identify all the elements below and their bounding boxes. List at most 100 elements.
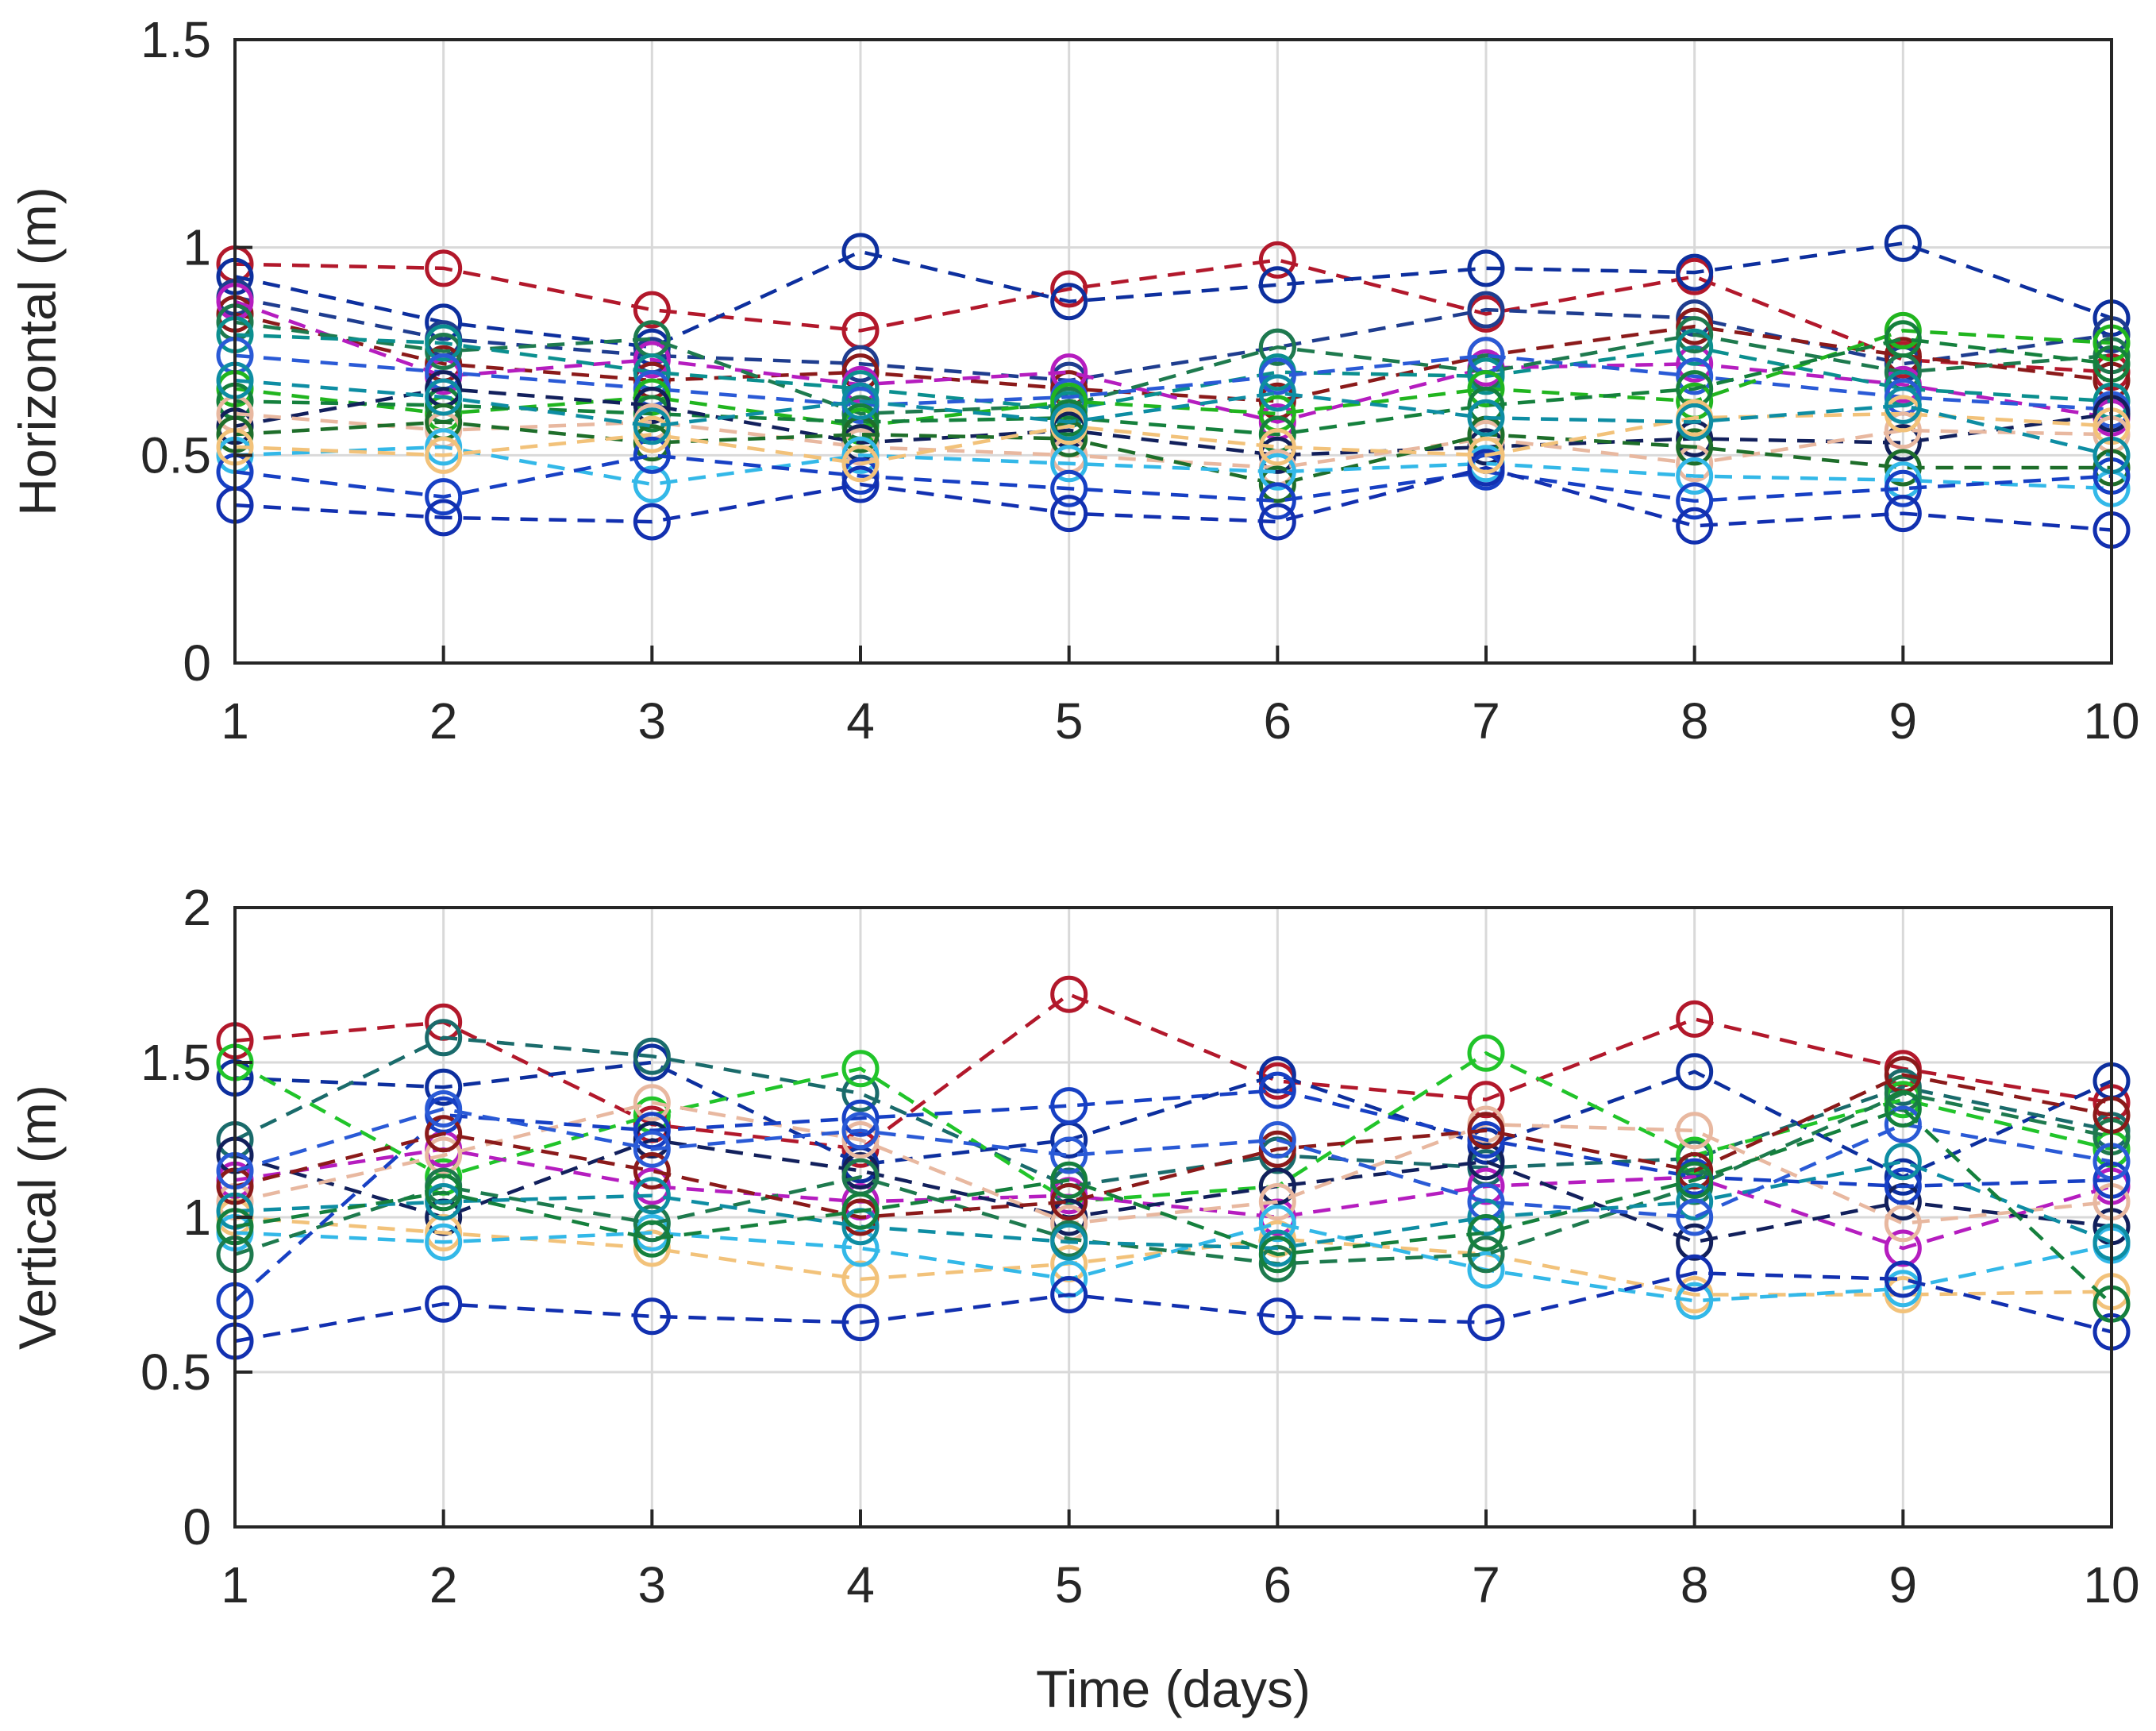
data-point-marker	[841, 465, 880, 503]
data-point-marker	[1050, 403, 1088, 441]
data-point-marker	[1467, 1183, 1505, 1220]
data-point-marker	[1676, 357, 1714, 395]
data-point-marker	[1884, 449, 1922, 487]
data-point-marker	[1467, 1304, 1505, 1342]
tick-labels: 1 2 3 4 5 6 7 8 9 10 0 0.5 1 1.5 2	[141, 879, 2140, 1613]
data-point-marker	[633, 1167, 671, 1205]
data-point-marker	[1050, 1136, 1088, 1174]
data-point-marker	[1676, 1254, 1714, 1292]
series-line-s5	[234, 1147, 2112, 1251]
x-tick-label: 7	[1472, 1556, 1500, 1613]
data-point-marker	[1258, 1205, 1296, 1243]
data-point-marker	[1676, 1183, 1714, 1220]
x-tick-label: 4	[846, 692, 875, 750]
data-point-marker	[1467, 357, 1505, 395]
series-line-s12	[234, 1270, 2112, 1344]
data-point-marker	[1676, 1282, 1714, 1320]
data-point-marker	[841, 1229, 880, 1267]
data-point-marker	[1676, 1053, 1714, 1091]
data-point-marker	[633, 407, 671, 445]
data-point-marker	[1676, 1223, 1714, 1261]
y-tick-label: 0	[183, 1498, 211, 1556]
y-tick-label: 0.5	[141, 426, 211, 484]
y-tick-label: 0.5	[141, 1344, 211, 1401]
data-point-marker	[1467, 1081, 1505, 1119]
series-line-s9	[234, 1221, 2112, 1303]
data-point-marker	[425, 1223, 463, 1261]
series-line-s8	[234, 1215, 2112, 1297]
x-tick-label: 8	[1681, 692, 1709, 750]
data-point-marker	[1050, 1276, 1088, 1313]
data-point-marker	[425, 378, 463, 416]
data-point-marker	[1467, 1143, 1505, 1181]
data-point-marker	[1884, 469, 1922, 507]
series-line-s4	[234, 312, 2112, 403]
data-point-marker	[1050, 270, 1088, 308]
data-point-marker	[633, 291, 671, 329]
y-axis-label: Horizontal (m)	[8, 187, 67, 515]
data-point-marker	[1676, 1000, 1714, 1038]
data-point-marker	[1676, 328, 1714, 366]
data-point-marker	[633, 436, 671, 474]
data-point-marker	[633, 1130, 671, 1168]
data-point-marker	[1258, 241, 1296, 279]
series-line-s3	[234, 1035, 2112, 1189]
data-point-marker	[1467, 1251, 1505, 1289]
x-tick-label: 6	[1264, 1556, 1292, 1613]
data-point-marker	[1884, 1270, 1922, 1308]
data-point-marker	[841, 1050, 880, 1088]
series-line-s6	[234, 1138, 2112, 1244]
data-point-marker	[841, 1260, 880, 1298]
data-point-marker	[1467, 370, 1505, 408]
x-tick-label: 2	[429, 1556, 458, 1613]
data-point-marker	[1258, 503, 1296, 541]
data-point-marker	[633, 1177, 671, 1215]
data-point-marker	[1050, 1183, 1088, 1220]
series-line-s6	[234, 320, 2112, 416]
data-point-marker	[1884, 1158, 1922, 1196]
series-line-s16	[234, 1106, 2113, 1305]
data-point-marker	[841, 1192, 880, 1230]
data-point-marker	[1050, 1161, 1088, 1199]
data-point-marker	[1050, 283, 1088, 321]
data-point-marker	[841, 445, 880, 483]
data-point-marker	[1467, 1112, 1505, 1150]
data-point-marker	[1467, 1236, 1505, 1274]
data-point-marker	[1050, 445, 1088, 483]
series-line-s1	[234, 258, 2112, 374]
data-point-marker	[1467, 1214, 1505, 1251]
series-line-s11	[234, 387, 2112, 457]
data-point-marker	[633, 341, 671, 379]
data-point-marker	[633, 503, 671, 541]
data-point-marker	[1050, 469, 1088, 507]
data-point-marker	[1258, 453, 1296, 491]
series-line-s16	[234, 465, 2112, 532]
data-point-marker	[633, 1121, 671, 1158]
y-tick-label: 2	[183, 879, 211, 936]
data-point-marker	[841, 1099, 880, 1137]
data-point-marker	[1884, 1167, 1922, 1205]
series-line-s7	[234, 333, 2112, 412]
data-point-marker	[425, 249, 463, 287]
data-point-marker	[1258, 266, 1296, 304]
series-line-s15	[234, 453, 2112, 503]
data-point-marker	[1467, 249, 1505, 287]
series-line-s13	[234, 1073, 2112, 1220]
data-point-marker	[1467, 291, 1505, 329]
data-point-marker	[633, 1220, 671, 1258]
series-line-s10	[234, 1091, 2112, 1266]
data-point-marker	[633, 387, 671, 425]
data-point-marker	[1258, 374, 1296, 412]
data-point-marker	[425, 324, 463, 362]
data-point-marker	[1258, 1121, 1296, 1158]
data-point-marker	[1467, 449, 1505, 487]
data-point-marker	[425, 1090, 463, 1128]
series-line-s17	[234, 411, 2112, 466]
data-point-marker	[425, 1183, 463, 1220]
data-point-marker	[1258, 1236, 1296, 1274]
data-point-marker	[1884, 224, 1922, 262]
data-point-marker	[1884, 387, 1922, 425]
data-point-marker	[1884, 424, 1922, 462]
data-point-marker	[1884, 1105, 1922, 1143]
series-line-s18	[234, 378, 2112, 457]
